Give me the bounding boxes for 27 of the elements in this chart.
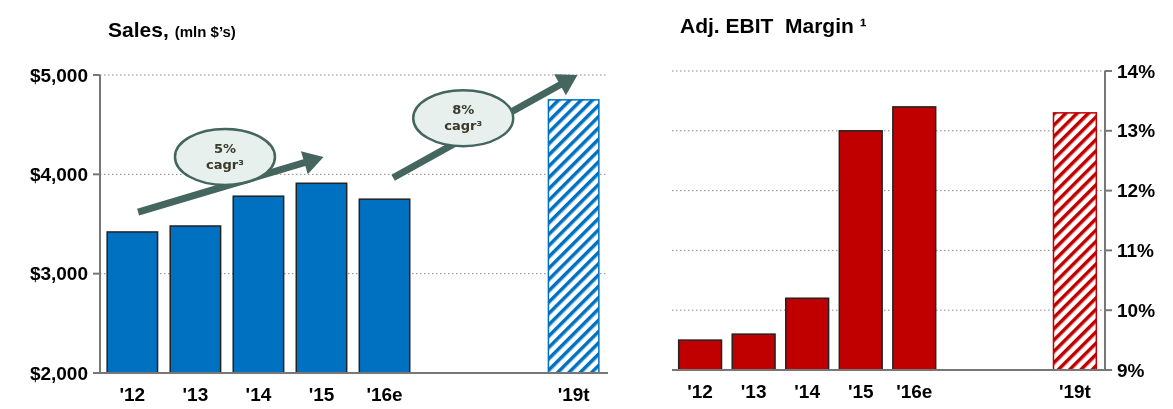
annotation: 8% cagr³ [444, 102, 483, 134]
x-tick-label: '15 [847, 381, 874, 402]
x-tick-label: '16e [896, 381, 933, 402]
chart-title: Sales, [108, 18, 169, 41]
y-tick-label: $4,000 [29, 163, 88, 185]
chart-subtitle: (mln $’s) [174, 23, 236, 40]
x-tick-label: '19t [557, 384, 591, 405]
y-tick-label: $3,000 [29, 263, 88, 285]
annotation: 5% cagr³ [206, 140, 244, 172]
x-tick-label: '12 [687, 381, 713, 402]
x-tick-label: '14 [245, 384, 272, 405]
y2-tick-label: 13% [1117, 120, 1156, 142]
y2-tick-label: 14% [1117, 60, 1156, 82]
x-tick-label: '12 [119, 384, 146, 405]
y-tick-label: $2,000 [29, 362, 88, 384]
x-tick-label: '16e [366, 384, 403, 405]
x-tick-label: '13 [182, 384, 209, 405]
x-tick-label: '14 [794, 381, 821, 402]
x-tick-label: '15 [308, 384, 335, 405]
x-tick-label: '13 [740, 381, 767, 402]
y2-tick-label: 9% [1117, 359, 1145, 381]
chart-title: Adj. EBIT Margin ¹ [680, 14, 867, 37]
y2-tick-label: 12% [1117, 180, 1156, 202]
y-tick-label: $5,000 [29, 64, 88, 86]
x-tick-label: '19t [1058, 381, 1092, 402]
y2-tick-label: 11% [1117, 240, 1155, 262]
y2-tick-label: 10% [1117, 299, 1156, 321]
